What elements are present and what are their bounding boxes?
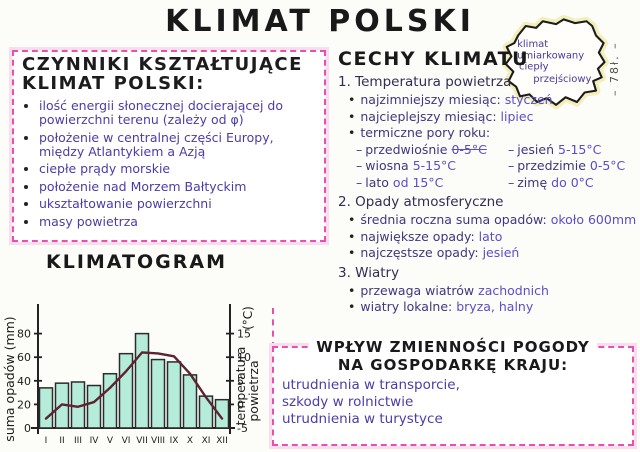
warmest-month-value: lipiec: [500, 108, 534, 124]
page-title: KLIMAT POLSKI: [165, 4, 475, 39]
thermal-seasons-row: termiczne pory roku:: [348, 125, 640, 142]
month-label: IV: [90, 436, 100, 446]
section-heading-precipitation: 2. Opady atmosferyczne: [338, 194, 504, 210]
precip-row: największe opady: lato: [348, 229, 640, 246]
map-label-line2: umiarkowany: [517, 50, 584, 61]
month-label: I: [45, 436, 48, 446]
right-tick-label: -5: [237, 422, 248, 435]
bullet-dot: [348, 245, 360, 260]
impact-line: szkody w rolnictwie: [282, 394, 414, 411]
map-label-line1: klimat: [517, 39, 548, 50]
precip-bar-X: [182, 374, 198, 429]
impact-line: utrudnienia w transporcie,: [282, 377, 460, 394]
bullet-dot: [348, 229, 360, 244]
month-label: VII: [136, 436, 147, 446]
thermal-seasons-label: termiczne pory roku:: [360, 125, 491, 140]
right-axis-caption-2: powietrza: [246, 360, 261, 421]
bullet-dot: [348, 299, 360, 314]
impact-body: utrudnienia w transporcie, szkody w roln…: [274, 374, 632, 428]
klimatogram-title: KLIMATOGRAM: [46, 251, 227, 273]
warmest-month-label: najcieplejszy miesiąc:: [360, 108, 497, 124]
factor-item: ciepłe prądy morskie: [39, 161, 316, 176]
left-tick-label: 20: [17, 398, 31, 411]
factor-item: położenie nad Morzem Bałtyckim: [39, 179, 316, 194]
season-item: – wiosna 5-15°C: [356, 158, 457, 173]
map-outline: [504, 18, 606, 106]
month-label: II: [59, 436, 64, 446]
wind-row: wiatry lokalne: bryza, halny: [348, 299, 640, 316]
precip-bar-XI: [198, 395, 214, 429]
wind-row: przewaga wiatrów zachodnich: [348, 283, 640, 300]
precip-bar-I: [38, 387, 54, 429]
left-tick-label: 40: [17, 375, 31, 388]
map-label-line3: ciepły: [519, 62, 549, 73]
factor-item: położenie w centralnej części Europy, mi…: [39, 130, 316, 160]
left-tick-label: 0: [24, 422, 31, 435]
precip-bar-IX: [166, 361, 182, 429]
section-heading-winds: 3. Wiatry: [338, 264, 400, 281]
features-title: CECHY KLIMATU: [338, 48, 530, 70]
right-tick-label: 0: [237, 398, 244, 411]
right-tick-label: 5: [237, 375, 244, 388]
factor-item: ilość energii słonecznej docierającej do…: [39, 98, 316, 128]
factors-title-line1: CZYNNIKI KSZTAŁTUJĄCE: [22, 54, 303, 75]
month-label: X: [187, 436, 193, 446]
factors-box: CZYNNIKI KSZTAŁTUJĄCE KLIMAT POLSKI: ilo…: [12, 50, 326, 242]
coldest-month-row: najzimniejszy miesiąc: styczeń: [348, 92, 640, 109]
impact-title-line1: WPŁYW ZMIENNOŚCI POGODY: [274, 337, 632, 356]
precip-bar-VII: [134, 332, 150, 429]
poland-map-badge: klimat umiarkowany ciepły przejściowy: [501, 14, 615, 114]
factor-item: masy powietrza: [39, 214, 316, 229]
season-item: – przedwiośnie 0-5°C: [356, 141, 487, 157]
month-label: III: [74, 436, 82, 446]
factors-list: ilość energii słonecznej docierającej do…: [24, 98, 316, 229]
right-tick-label: 15: [237, 328, 251, 341]
temperature-line: [44, 351, 224, 420]
season-item: – przedzimie 0-5°C: [508, 158, 626, 173]
season-item: – jesień 5-15°C: [508, 141, 602, 157]
precip-bar-IV: [86, 384, 102, 429]
left-tick-label: 80: [17, 328, 31, 341]
month-label: VI: [122, 436, 131, 446]
bullet-dot: [348, 212, 360, 227]
thermal-seasons-grid: – przedwiośnie 0-5°C – jesień 5-15°C – wios…: [356, 142, 640, 192]
right-tick-label: 10: [237, 351, 251, 364]
month-label: V: [107, 436, 114, 446]
warmest-month-row: najcieplejszy miesiąc: lipiec: [348, 109, 640, 126]
left-axis-caption: suma opadów (mm): [2, 316, 17, 441]
right-axis-caption-1: temperatura: [233, 347, 248, 426]
right-axis-unit: (°C): [241, 306, 255, 330]
month-label: IX: [170, 436, 179, 446]
precip-bar-XII: [214, 398, 230, 429]
bullet-dot: [348, 92, 360, 107]
impact-line: utrudnienia w turystyce: [282, 411, 443, 428]
precip-row: najczęstsze opady: jesień: [348, 245, 640, 262]
impact-title-line2: NA GOSPODARKĘ KRAJU:: [274, 356, 632, 374]
month-label: VIII: [151, 436, 165, 446]
bullet-dot: [348, 283, 360, 298]
factor-item: ukształtowanie powierzchni: [39, 196, 316, 211]
precip-bar-VI: [118, 352, 134, 429]
section-heading-temperature: 1. Temperatura powietrza: [338, 74, 512, 90]
season-item: – lato od 15°C: [356, 174, 444, 190]
bullet-dot: [348, 125, 360, 140]
coldest-month-value: styczeń: [504, 92, 553, 107]
coldest-month-label: najzimniejszy miesiąc:: [360, 92, 501, 107]
month-label: XI: [202, 436, 211, 446]
climate-features: CECHY KLIMATU 1. Temperatura powietrza n…: [338, 48, 640, 316]
month-label: XII: [216, 436, 227, 446]
impact-box-border-extension: [272, 308, 274, 348]
season-item: – zimę do 0°C: [508, 174, 594, 190]
map-label-line4: przejściowy: [533, 73, 591, 85]
poland-map-icon: klimat umiarkowany ciepły przejściowy: [501, 15, 609, 110]
bullet-dot: [348, 109, 360, 124]
precip-bar-V: [102, 372, 118, 429]
factors-title-line2: KLIMAT POLSKI:: [22, 73, 205, 95]
impact-box: WPŁYW ZMIENNOŚCI POGODY NA GOSPODARKĘ KR…: [272, 338, 634, 446]
precip-row: średnia roczna suma opadów: około 600mm: [348, 212, 640, 229]
left-tick-label: 60: [17, 351, 31, 364]
precip-bar-VIII: [150, 358, 166, 429]
